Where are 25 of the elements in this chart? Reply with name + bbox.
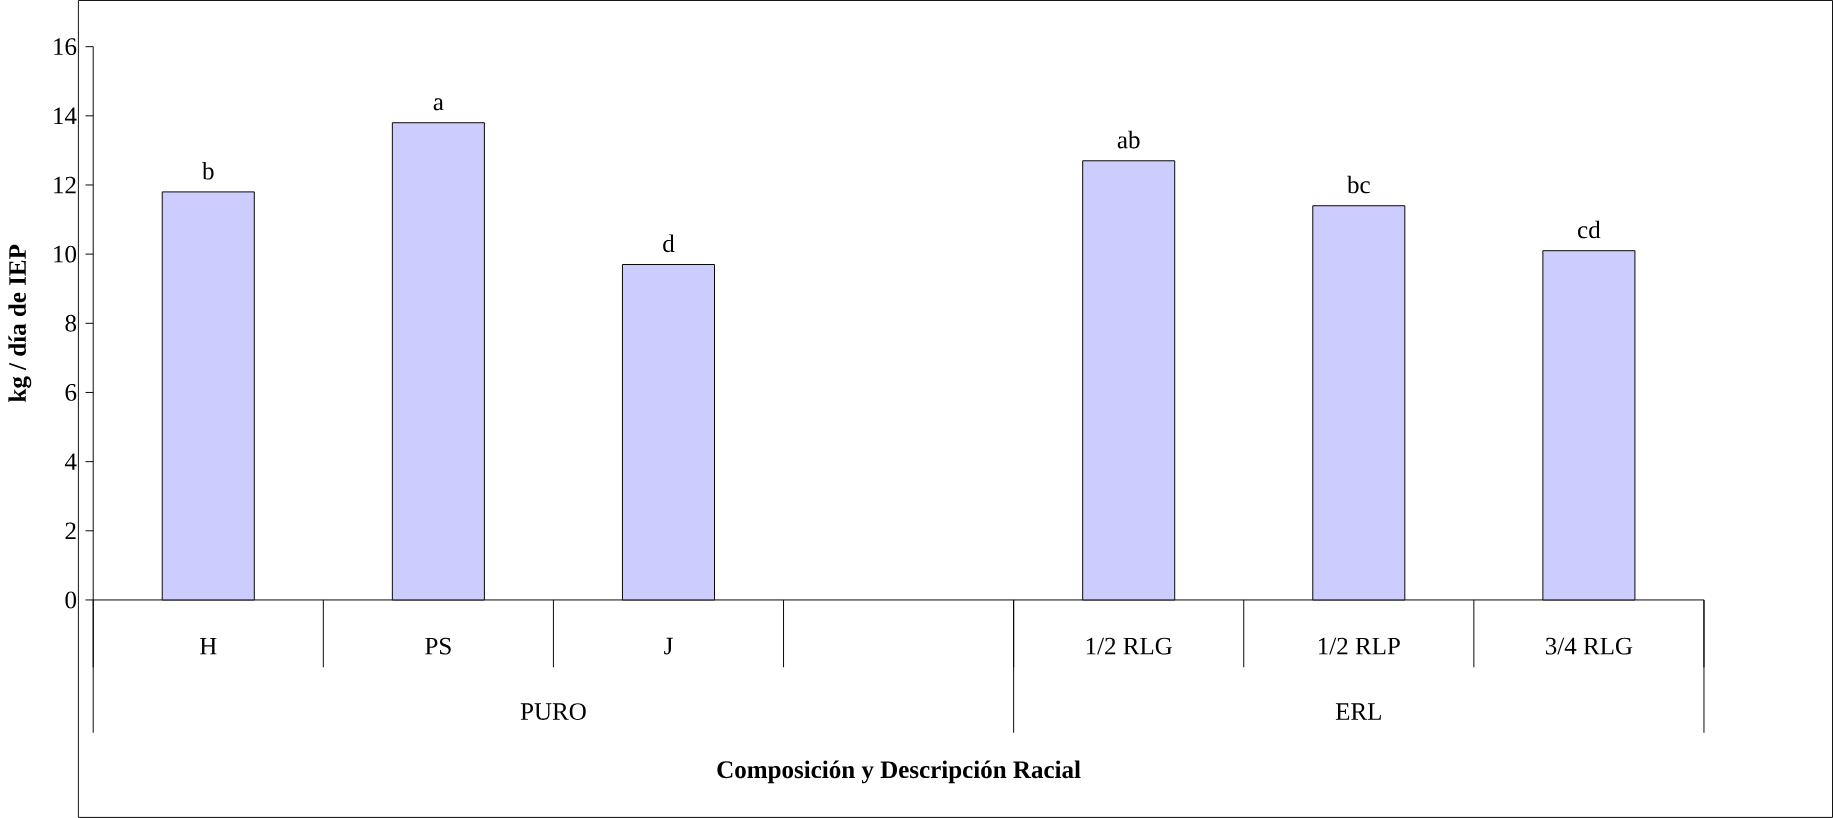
y-tick-label: 6 [65,384,77,401]
x-tick-label: 1/2 RLG [1086,637,1173,655]
x-tick-label: J [664,637,673,655]
y-axis-title: kg / día de IEP [8,244,32,402]
y-tick-label: 0 [65,591,77,609]
y-tick-label: 16 [54,38,77,56]
text: PURO [520,703,586,721]
x-tick-label: H [199,637,217,655]
data-label: cd [1578,220,1601,239]
text: ERL [1335,703,1381,720]
x-tick-label: 3/4 RLG [1545,637,1633,655]
data-label: a [433,98,444,111]
data-label: d [663,234,675,253]
x-tick-label: 1/2 RLP [1318,637,1400,655]
y-tick-label: 8 [65,314,77,332]
x-axis-title: Composición y Descripción Racial [717,760,1081,784]
data-label: ab [1117,130,1140,149]
y-tick-label: 12 [54,176,76,194]
y-tick-label: 14 [54,107,77,125]
y-tick-label: 10 [54,245,77,263]
y-tick-label: 2 [65,522,76,540]
x-tick-label: PS [425,637,451,655]
data-label: bc [1346,175,1370,194]
y-tick-label: 4 [64,453,77,470]
data-label: b [202,161,214,180]
